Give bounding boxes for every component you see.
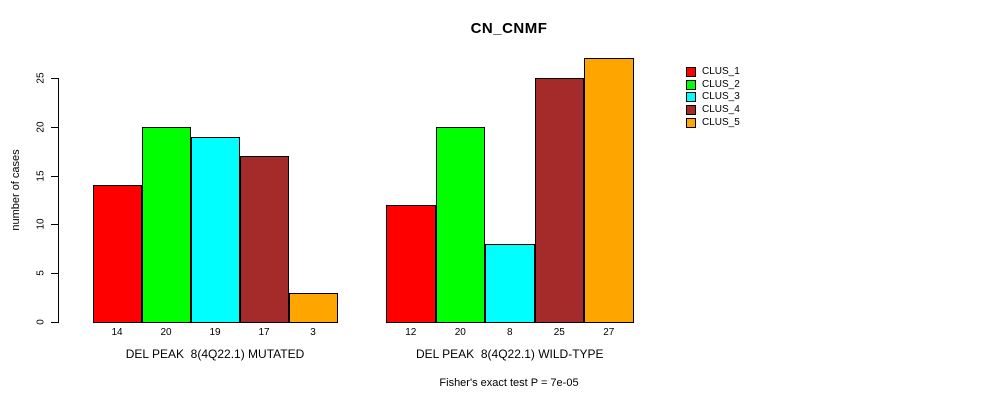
bar-value-label: 25 xyxy=(553,327,565,338)
bar-clus_4-group2 xyxy=(534,78,584,323)
legend-item-clus_3: CLUS_3 xyxy=(686,91,740,103)
legend-label: CLUS_3 xyxy=(702,91,740,103)
bar-clus_3-group2 xyxy=(485,243,535,323)
bar-value-label: 12 xyxy=(405,327,417,338)
legend-swatch-icon xyxy=(686,79,696,90)
legend-swatch-icon xyxy=(686,92,696,103)
bar-value-label: 8 xyxy=(506,327,513,338)
y-axis-tick-label-text: 10 xyxy=(35,218,47,230)
legend-label: CLUS_4 xyxy=(702,104,740,116)
y-axis-tick-mark xyxy=(51,78,58,79)
bar-clus_1-group2 xyxy=(386,204,436,323)
bar-clus_5-group2 xyxy=(584,58,634,323)
y-axis-tick-label-text: 15 xyxy=(35,170,47,182)
legend-item-clus_1: CLUS_1 xyxy=(686,66,740,78)
bar-value-label: 20 xyxy=(454,327,466,338)
y-axis-label-text: number of cases xyxy=(10,149,22,231)
y-axis-tick-label-text: 0 xyxy=(35,319,47,325)
y-axis-tick-mark xyxy=(51,224,58,226)
y-axis-tick-mark xyxy=(51,175,58,177)
bar-value-label: 14 xyxy=(111,327,123,338)
legend-label: CLUS_2 xyxy=(702,78,740,90)
legend-swatch-icon xyxy=(686,117,696,128)
legend-swatch-icon xyxy=(686,67,696,77)
y-axis-tick-mark xyxy=(51,322,58,323)
bar-value-label: 19 xyxy=(209,327,221,338)
legend-item-clus_5: CLUS_5 xyxy=(686,117,740,129)
y-axis-tick-mark xyxy=(51,126,58,128)
x-axis-group-label: DEL PEAK 8(4Q22.1) WILD-TYPE xyxy=(415,347,604,361)
x-axis-group-label: DEL PEAK 8(4Q22.1) MUTATED xyxy=(125,347,305,361)
bar-clus_2-group2 xyxy=(435,126,485,323)
bar-clus_1-group1 xyxy=(92,185,142,323)
y-axis-tick-label-text: 5 xyxy=(35,270,47,276)
y-axis-line xyxy=(58,78,59,323)
bar-value-label: 20 xyxy=(160,327,172,338)
bar-value-label: 17 xyxy=(258,327,270,338)
bar-clus_4-group1 xyxy=(239,156,289,323)
legend-swatch-icon xyxy=(686,105,696,116)
bar-value-label: 3 xyxy=(310,327,316,338)
y-axis-tick-label-text: 20 xyxy=(35,121,47,133)
chart-title: CN_CNMF xyxy=(470,20,548,37)
bar-clus_5-group1 xyxy=(288,292,338,323)
legend-label: CLUS_5 xyxy=(702,116,740,128)
legend-item-clus_4: CLUS_4 xyxy=(686,104,740,116)
legend-label: CLUS_1 xyxy=(702,66,740,77)
bar-value-label: 27 xyxy=(603,327,615,338)
legend-item-clus_2: CLUS_2 xyxy=(686,79,740,91)
bar-clus_2-group1 xyxy=(141,126,191,323)
bar-clus_3-group1 xyxy=(190,136,240,323)
y-axis-tick-label-text: 25 xyxy=(35,72,47,84)
fisher-test-annotation: Fisher's exact test P = 7e-05 xyxy=(439,377,579,389)
y-axis-tick-mark xyxy=(51,273,58,275)
